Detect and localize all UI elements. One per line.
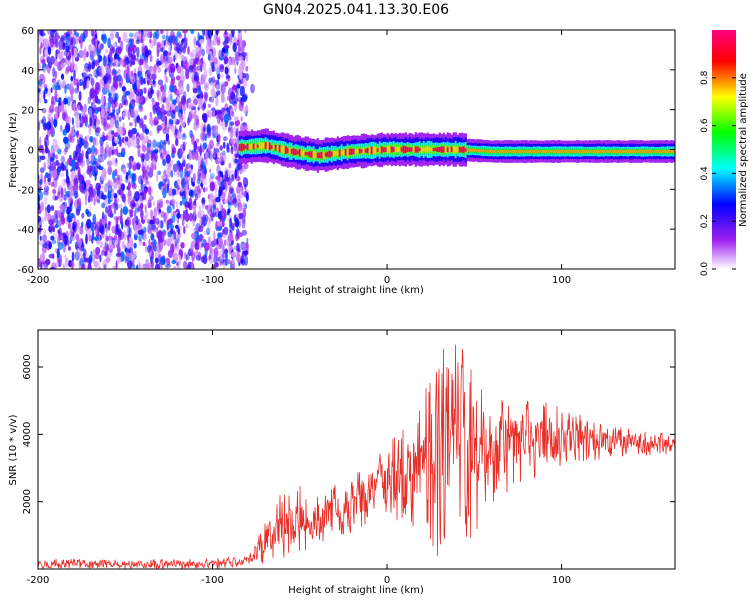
snr-series-line <box>38 344 675 569</box>
snr-x-tick-label: 0 <box>384 575 390 586</box>
spectrogram-y-tick-label: -40 <box>18 225 34 236</box>
spectrogram-y-tick-label: -20 <box>18 185 34 196</box>
colorbar-tick-label: 0.2 <box>700 214 710 228</box>
snr-panel: -200 -100 0 100 2000 4000 6000 Height of strai… <box>8 329 676 596</box>
spectrogram-y-tick-label: 60 <box>21 26 34 37</box>
colorbar-ticks: 0.0 0.2 0.4 0.6 0.8 <box>700 70 736 276</box>
snr-y-tick-label: 6000 <box>22 354 33 379</box>
snr-y-tick-label: 4000 <box>22 422 33 447</box>
spectrogram-x-tick-label: 0 <box>384 275 390 286</box>
snr-frame <box>37 329 676 570</box>
spectrogram-y-tick-label: 40 <box>21 66 34 77</box>
colorbar-tick-label: 0.4 <box>700 166 710 181</box>
snr-x-tick-label: 100 <box>552 575 571 586</box>
colorbar-tick-label: 0.6 <box>700 118 710 133</box>
noise-region <box>38 30 258 269</box>
signal-band <box>238 128 675 173</box>
snr-x-tick-label: -200 <box>27 575 50 586</box>
spectrogram-y-tick-label: 20 <box>21 106 34 117</box>
colorbar-tick-label: 0.0 <box>700 262 710 277</box>
snr-y-tick-label: 2000 <box>22 489 33 514</box>
spectrogram-x-tick-label: -100 <box>201 275 224 286</box>
spectrogram-y-label: Frequency (Hz) <box>8 112 19 188</box>
spectrogram-y-tick-label: -60 <box>18 265 34 276</box>
colorbar-tick-label: 0.8 <box>700 70 710 85</box>
spectrogram-x-tick-label: 100 <box>552 275 571 286</box>
snr-x-tick-label: -100 <box>201 575 224 586</box>
figure-title: GN04.2025.041.13.30.E06 <box>263 2 449 18</box>
snr-y-label: SNR (10 * v/v) <box>8 414 19 485</box>
spectrogram-frame <box>37 29 676 270</box>
colorbar-label: Normalized spectral amplitude <box>738 73 749 227</box>
colorbar-gradient <box>712 30 736 269</box>
snr-x-label: Height of straight line (km) <box>288 585 424 596</box>
spectrogram-marks <box>38 30 675 269</box>
spectrogram-x-tick-label: -200 <box>27 275 50 286</box>
snr-ticks: -200 -100 0 100 2000 4000 6000 <box>22 330 675 586</box>
colorbar: 0.0 0.2 0.4 0.6 0.8 Normalized spectral ampl… <box>700 30 749 276</box>
snr-marks <box>38 344 675 569</box>
spectrogram-y-tick-label: 0 <box>28 146 34 157</box>
spectrogram-x-label: Height of straight line (km) <box>288 285 424 296</box>
